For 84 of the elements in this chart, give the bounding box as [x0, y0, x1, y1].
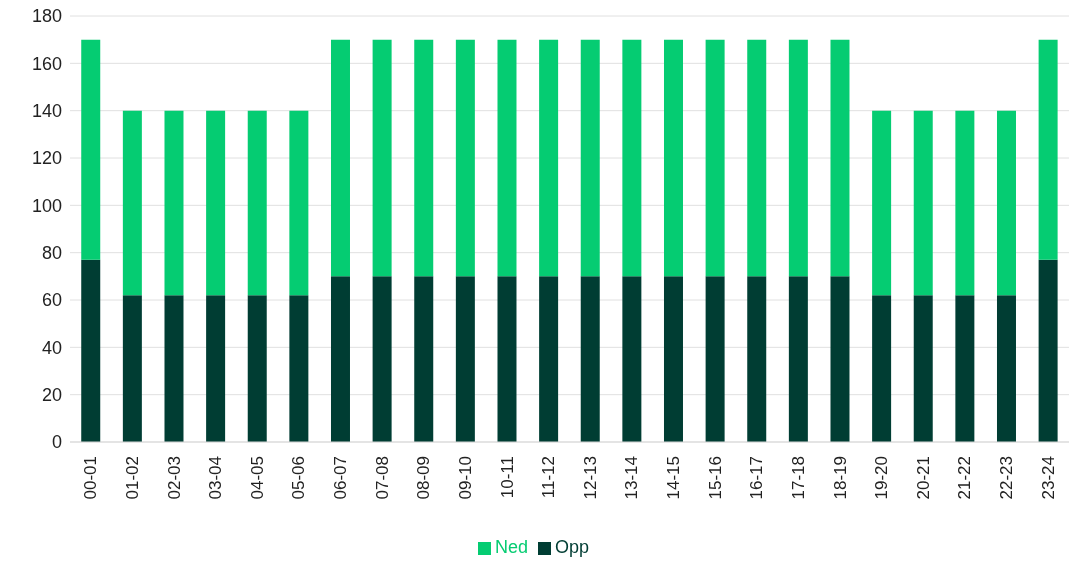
x-tick-label: 04-05 — [247, 456, 267, 500]
bar — [539, 276, 559, 442]
x-tick-label: 10-11 — [497, 456, 517, 499]
x-tick-label: 23-24 — [1038, 456, 1058, 500]
bar — [788, 276, 808, 442]
bar — [206, 295, 226, 442]
y-tick-label: 100 — [31, 195, 62, 216]
x-tick-label: 13-14 — [622, 456, 642, 500]
x-tick-label: 21-22 — [955, 456, 975, 500]
bar — [830, 39, 850, 277]
bar — [663, 276, 683, 442]
bar — [372, 39, 392, 277]
x-tick-label: 02-03 — [164, 456, 184, 500]
y-tick-label: 140 — [31, 101, 62, 122]
bar — [996, 110, 1016, 296]
bar — [497, 276, 517, 442]
x-tick-label: 22-23 — [997, 456, 1017, 500]
bar — [705, 276, 725, 442]
bar — [663, 39, 683, 277]
x-tick-label: 12-13 — [580, 456, 600, 500]
bar — [996, 295, 1016, 442]
x-tick-label: 17-18 — [788, 456, 808, 500]
y-tick-label: 0 — [51, 432, 62, 453]
bar — [164, 110, 184, 296]
y-tick-label: 40 — [41, 337, 62, 358]
bar — [747, 276, 767, 442]
x-tick-label: 18-19 — [830, 456, 850, 500]
y-tick-label: 160 — [31, 53, 62, 74]
bar — [122, 110, 142, 296]
bar — [122, 295, 142, 442]
bar — [747, 39, 767, 277]
y-tick-label: 180 — [31, 6, 62, 27]
bar — [330, 276, 350, 442]
bar — [830, 276, 850, 442]
x-tick-label: 01-02 — [122, 456, 142, 500]
x-tick-label: 16-17 — [747, 456, 767, 500]
x-tick-label: 20-21 — [913, 456, 933, 500]
bar — [247, 295, 267, 442]
bar — [622, 276, 642, 442]
x-tick-label: 06-07 — [331, 456, 351, 500]
y-tick-label: 120 — [31, 148, 62, 169]
bar — [81, 39, 101, 260]
x-tick-label: 00-01 — [81, 456, 101, 500]
y-tick-label: 60 — [41, 290, 62, 311]
bar — [414, 276, 434, 442]
bar — [913, 295, 933, 442]
bar — [1038, 39, 1058, 260]
x-tick-label: 07-08 — [372, 456, 392, 500]
bar — [206, 110, 226, 296]
y-tick-label: 20 — [41, 385, 62, 406]
x-tick-label: 11-12 — [539, 456, 559, 499]
y-tick-label: 80 — [41, 243, 62, 264]
bar — [872, 295, 892, 442]
legend-label: Opp — [555, 537, 590, 557]
x-tick-label: 03-04 — [206, 456, 226, 500]
bar — [955, 110, 975, 296]
bar — [788, 39, 808, 277]
x-tick-label: 05-06 — [289, 456, 309, 500]
bar — [580, 276, 600, 442]
bar — [913, 110, 933, 296]
bar — [164, 295, 184, 442]
x-tick-label: 19-20 — [872, 456, 892, 500]
bar — [414, 39, 434, 277]
bar — [330, 39, 350, 277]
bar — [372, 276, 392, 442]
x-tick-label: 09-10 — [455, 456, 475, 500]
bar — [455, 39, 475, 277]
x-tick-label: 14-15 — [664, 456, 684, 500]
bar — [455, 276, 475, 442]
bar — [539, 39, 559, 277]
x-tick-label: 08-09 — [414, 456, 434, 500]
bar — [81, 259, 101, 442]
bar — [289, 295, 309, 442]
bar — [955, 295, 975, 442]
bar — [622, 39, 642, 277]
bar — [1038, 259, 1058, 442]
legend-label: Ned — [494, 537, 528, 557]
bar — [247, 110, 267, 296]
bar — [705, 39, 725, 277]
bar — [872, 110, 892, 296]
bar — [497, 39, 517, 277]
bar — [289, 110, 309, 296]
x-tick-label: 15-16 — [705, 456, 725, 500]
bar — [580, 39, 600, 277]
